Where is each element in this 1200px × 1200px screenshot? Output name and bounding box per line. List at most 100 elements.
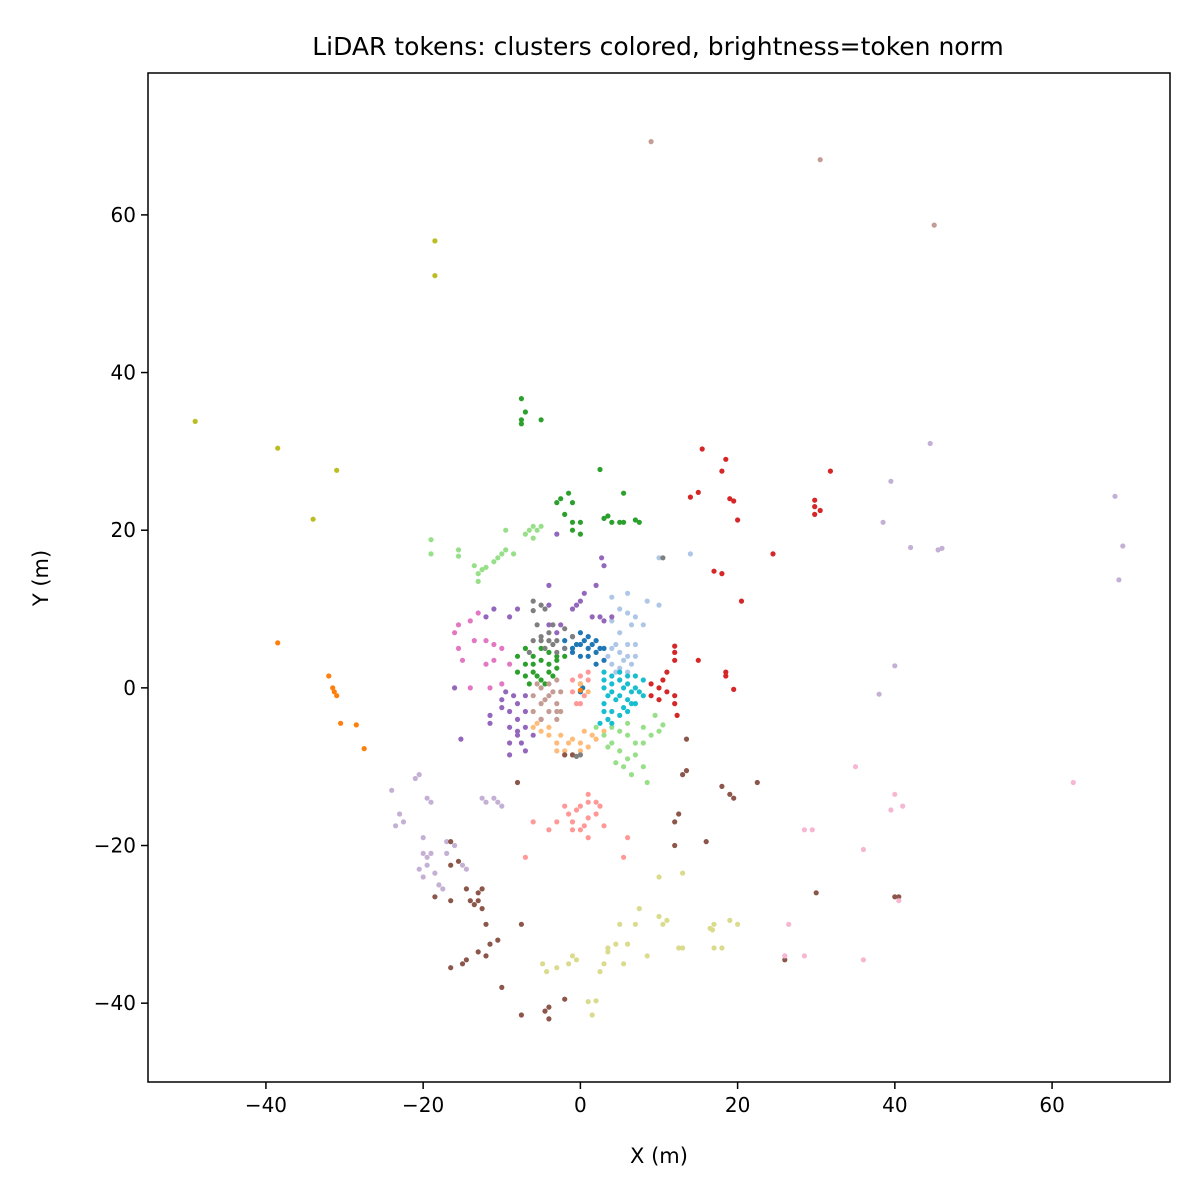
scatter-point (605, 716, 611, 723)
scatter-point (812, 511, 818, 517)
scatter-point (617, 669, 623, 675)
scatter-point (558, 496, 564, 502)
scatter-point (782, 957, 788, 963)
scatter-point (518, 421, 525, 427)
scatter-point (542, 1008, 548, 1014)
scatter-point (424, 854, 430, 860)
scatter-point (632, 653, 639, 659)
scatter-point (656, 913, 662, 920)
scatter-point (621, 764, 627, 770)
y-axis-ticks: −40 −20 0 20 40 60 (94, 203, 148, 1015)
scatter-point (562, 803, 568, 809)
scatter-point (514, 732, 521, 738)
scatter-point (593, 649, 599, 656)
scatter-point (554, 500, 560, 506)
scatter-point (664, 669, 670, 675)
scatter-point (558, 689, 564, 695)
scatter-point (428, 537, 434, 543)
scatter-point (617, 712, 623, 719)
scatter-point (605, 693, 611, 699)
scatter-point (632, 701, 639, 707)
scatter-point (424, 795, 430, 801)
scatter-point (628, 622, 635, 628)
scatter-point (514, 669, 521, 675)
scatter-point (518, 417, 525, 423)
scatter-point (660, 555, 666, 561)
scatter-point (672, 701, 678, 707)
x-tick-label: 40 (882, 1093, 907, 1117)
scatter-point (514, 653, 521, 659)
scatter-point (723, 456, 729, 462)
scatter-point (499, 803, 505, 809)
scatter-point (538, 417, 544, 423)
scatter-point (617, 748, 623, 754)
y-tick-label: 20 (111, 518, 136, 542)
scatter-point (621, 705, 627, 711)
scatter-point (601, 728, 607, 734)
scatter-point (577, 748, 584, 754)
scatter-point (546, 724, 552, 730)
scatter-point (558, 732, 564, 738)
scatter-point (632, 614, 639, 620)
scatter-point (585, 645, 591, 652)
scatter-point (809, 827, 815, 833)
scatter-point (467, 685, 473, 691)
scatter-point (546, 827, 552, 833)
scatter-point (540, 961, 546, 967)
scatter-point (455, 645, 462, 652)
scatter-point (483, 921, 489, 927)
scatter-point (538, 728, 544, 734)
scatter-point (585, 669, 591, 675)
scatter-point (534, 720, 540, 726)
scatter-point (542, 606, 548, 612)
scatter-point (711, 568, 717, 574)
scatter-point (361, 746, 367, 752)
scatter-point (550, 641, 556, 648)
scatter-point (719, 571, 725, 577)
scatter-point (546, 630, 552, 636)
scatter-point (507, 724, 513, 730)
scatter-point (530, 693, 536, 699)
scatter-point (735, 517, 741, 523)
scatter-point (892, 894, 898, 900)
x-tick-label: −40 (245, 1093, 287, 1117)
scatter-point (621, 519, 627, 525)
x-axis-ticks: −40 −20 0 20 40 60 (245, 1082, 1065, 1117)
scatter-point (569, 953, 576, 959)
scatter-point (581, 590, 587, 596)
y-tick-label: −40 (94, 991, 136, 1015)
scatter-point (526, 649, 532, 656)
scatter-point (664, 917, 670, 924)
scatter-point (573, 807, 580, 813)
scatter-point (617, 921, 623, 927)
scatter-point (585, 999, 591, 1005)
scatter-point (522, 409, 529, 415)
scatter-point (625, 590, 631, 596)
scatter-point (577, 681, 584, 687)
scatter-point (731, 686, 737, 693)
scatter-point (554, 965, 560, 971)
scatter-point (424, 862, 430, 868)
scatter-point (597, 466, 603, 473)
scatter-point (605, 513, 611, 519)
scatter-point (632, 921, 639, 927)
scatter-point (475, 949, 481, 955)
scatter-point (538, 716, 544, 723)
scatter-point (530, 638, 536, 644)
scatter-point (625, 681, 631, 687)
y-tick-label: 60 (111, 203, 136, 227)
scatter-point (544, 969, 550, 975)
scatter-point (530, 653, 536, 659)
scatter-point (569, 634, 576, 640)
scatter-point (471, 563, 477, 569)
scatter-point (542, 681, 548, 687)
scatter-point (896, 898, 902, 904)
scatter-point (727, 917, 733, 924)
scatter-point (455, 858, 462, 864)
scatter-point (640, 724, 646, 730)
scatter-point (432, 870, 438, 876)
scatter-point (786, 921, 792, 927)
scatter-point (550, 689, 556, 695)
scatter-point (546, 582, 552, 589)
scatter-point (589, 732, 595, 738)
